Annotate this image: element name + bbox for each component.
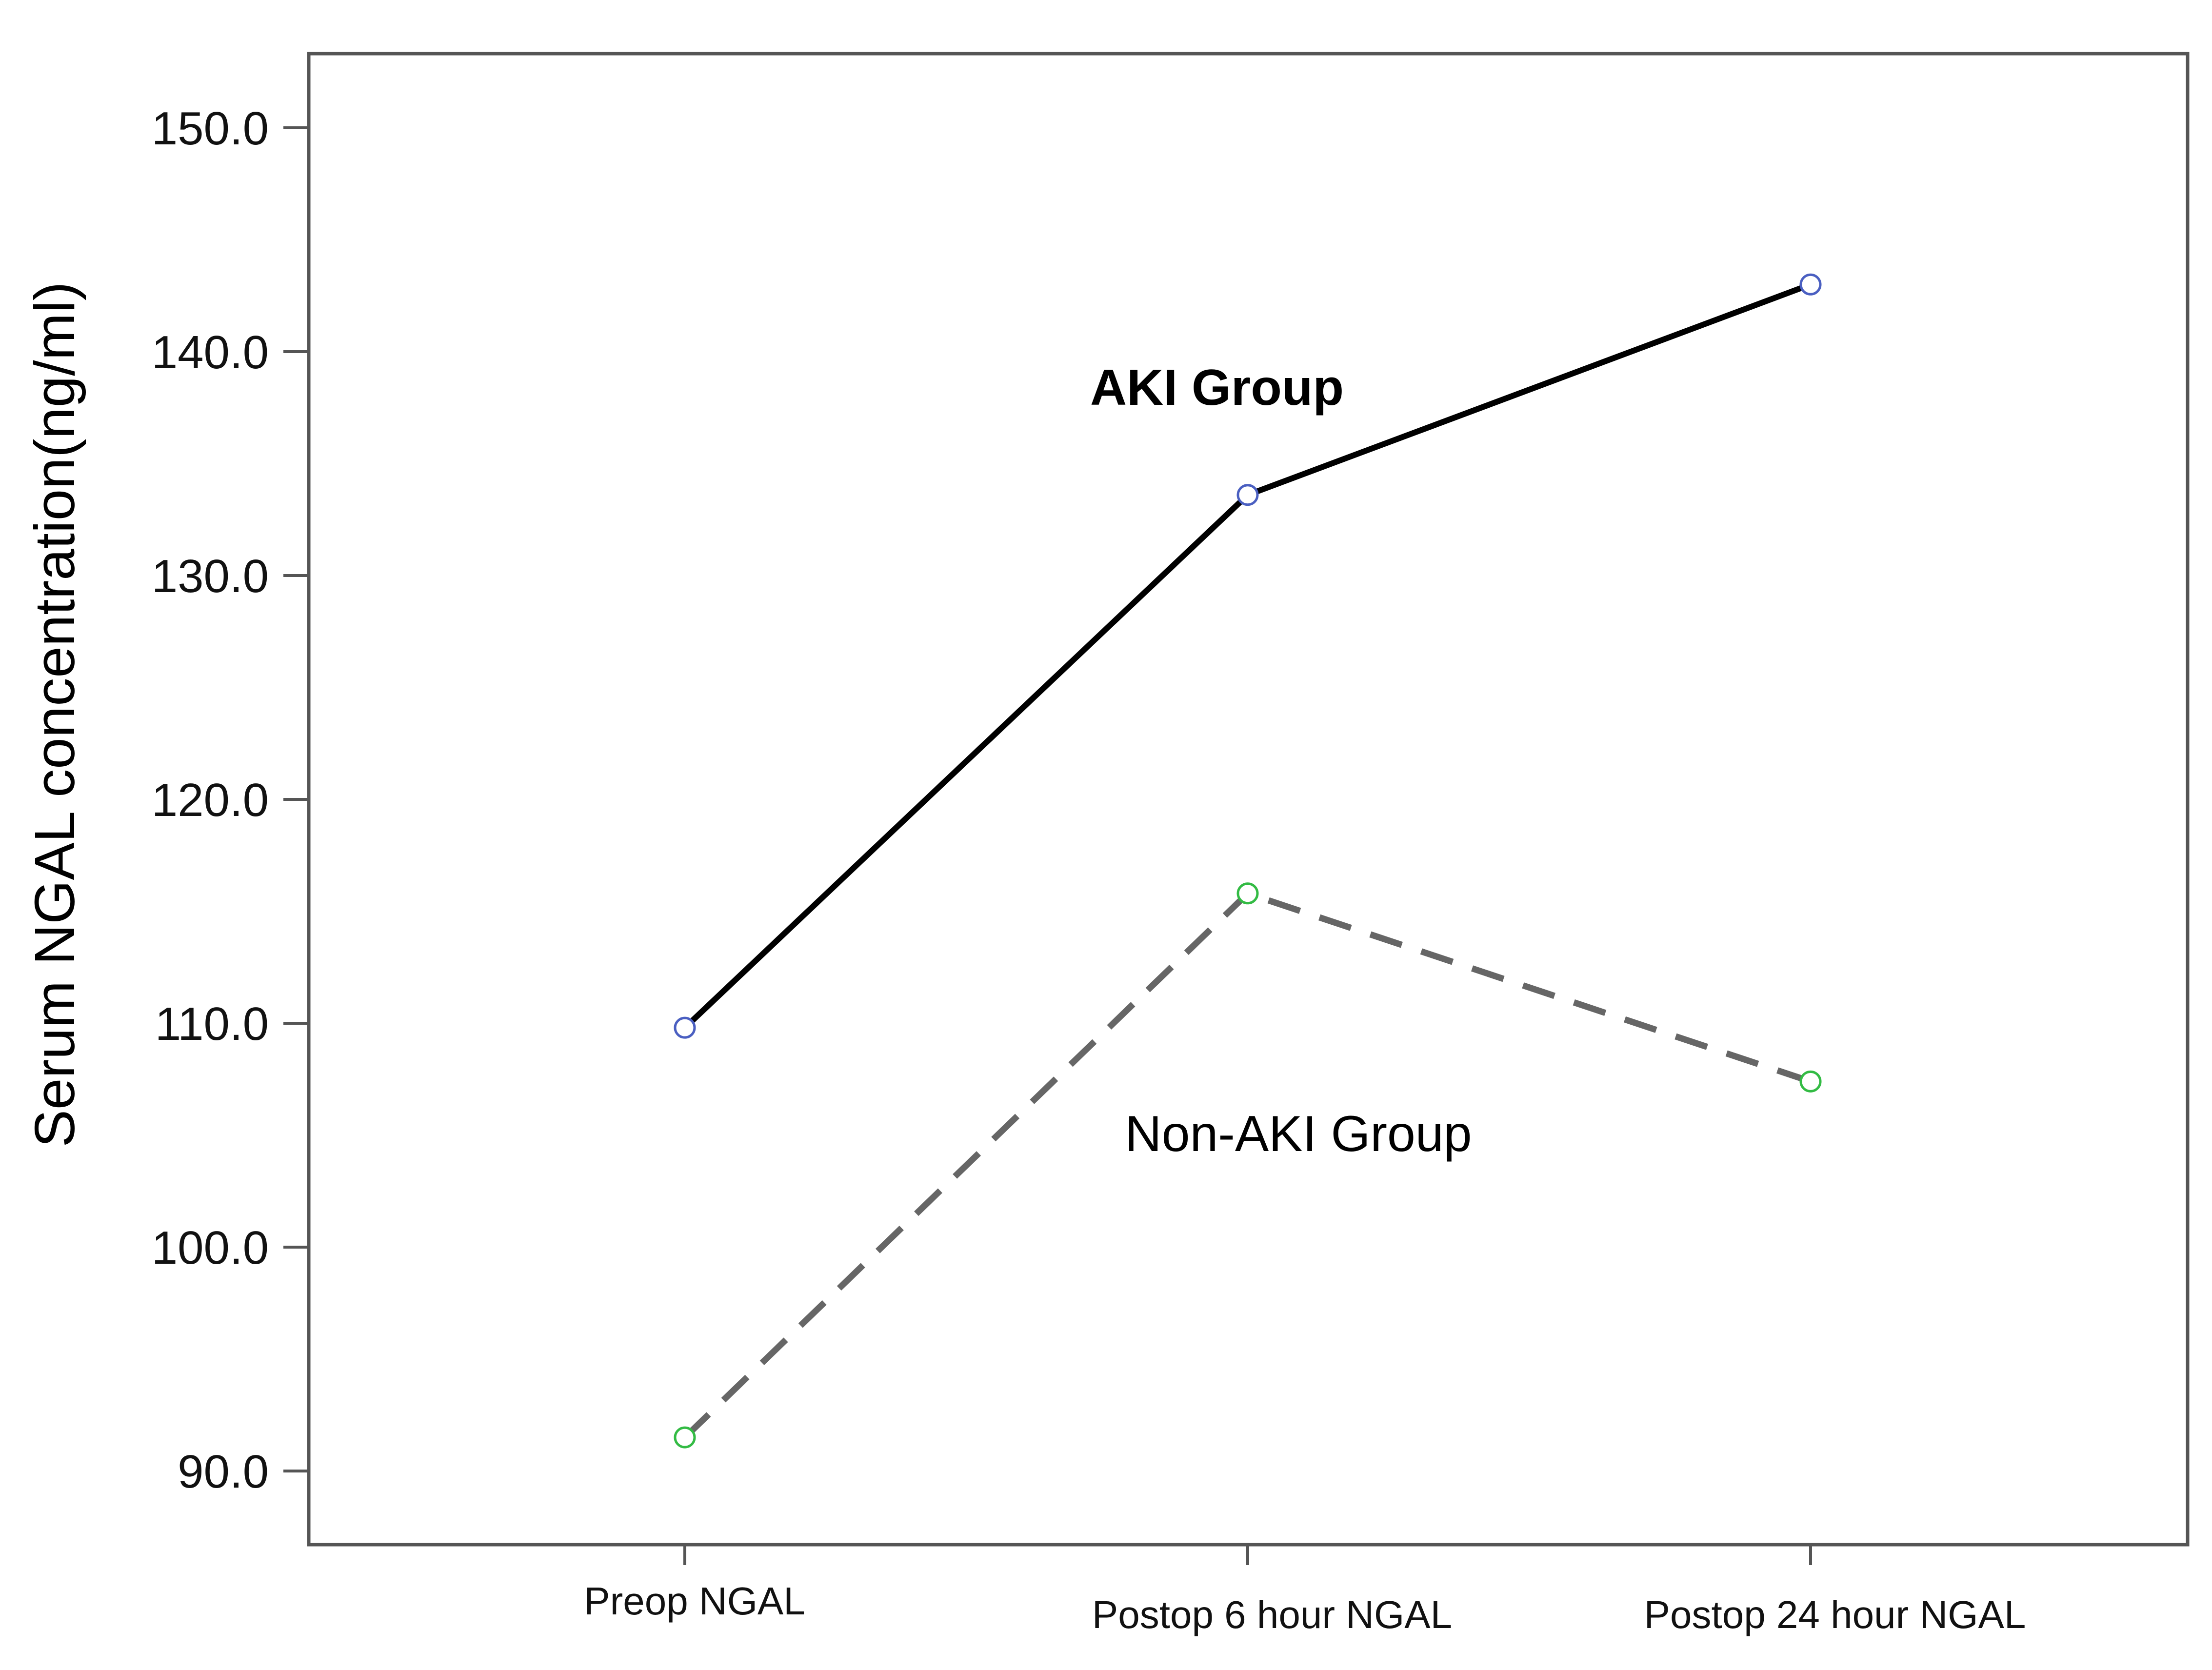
y-tick-label-1: 100.0 bbox=[152, 1222, 269, 1274]
y-tick-label-2: 110.0 bbox=[155, 998, 269, 1050]
y-tick-label-0: 90.0 bbox=[178, 1446, 269, 1498]
y-axis: 90.0 100.0 110.0 120.0 130.0 140.0 150.0 bbox=[152, 102, 309, 1498]
series-0-point-2 bbox=[1799, 273, 1822, 296]
y-tick-label-4: 130.0 bbox=[152, 550, 269, 602]
y-tick-label-6: 150.0 bbox=[152, 102, 269, 155]
annotation-non-aki-group: Non-AKI Group bbox=[1125, 1106, 1472, 1162]
y-tick-label-3: 120.0 bbox=[152, 774, 269, 826]
x-tick-label-1: Postop 6 hour NGAL bbox=[1092, 1593, 1452, 1636]
series-layer bbox=[674, 273, 1822, 1449]
series-0-point-0 bbox=[674, 1016, 696, 1039]
series-0-point-1 bbox=[1236, 484, 1259, 506]
x-tick-label-0: Preop NGAL bbox=[584, 1579, 805, 1623]
series-1-point-2 bbox=[1799, 1070, 1822, 1093]
plot-frame bbox=[307, 52, 2190, 1547]
annotation-aki-group: AKI Group bbox=[1090, 359, 1344, 416]
series-line-1 bbox=[682, 890, 1812, 1440]
y-tick-label-5: 140.0 bbox=[152, 326, 269, 378]
x-tick-label-2: Postop 24 hour NGAL bbox=[1644, 1593, 2026, 1636]
series-1-point-1 bbox=[1236, 882, 1259, 905]
series-1-point-0 bbox=[674, 1426, 696, 1449]
x-axis: Preop NGAL Postop 6 hour NGAL Postop 24 ho… bbox=[584, 1545, 2026, 1636]
annotation-layer: AKI Group Non-AKI Group bbox=[1090, 359, 1472, 1162]
y-axis-label: Serum NGAL concentration(ng/ml) bbox=[23, 281, 86, 1147]
